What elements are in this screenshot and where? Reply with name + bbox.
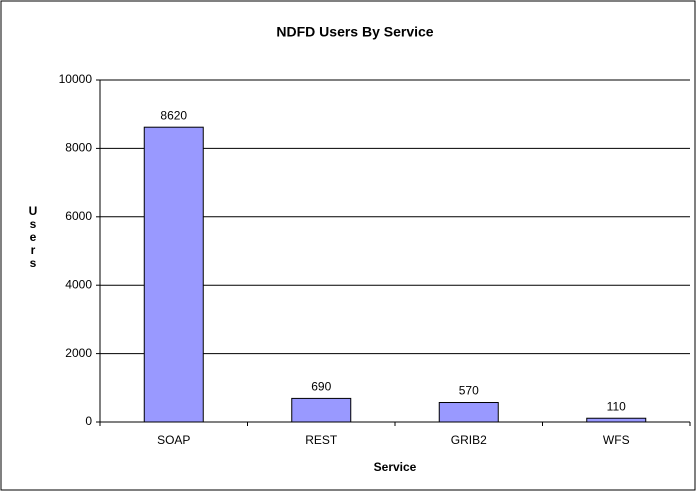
data-label: 690	[311, 380, 331, 394]
x-axis-title: Service	[374, 460, 417, 474]
bar	[143, 126, 204, 423]
y-tick-label: 2000	[65, 346, 92, 360]
x-tick-label: SOAP	[157, 433, 190, 447]
y-tick-label: 0	[85, 414, 92, 428]
y-tick-label: 6000	[65, 209, 92, 223]
y-tick-label: 10000	[59, 72, 93, 86]
chart-title: NDFD Users By Service	[276, 24, 433, 40]
bar	[438, 402, 499, 423]
x-tick-label: WFS	[603, 433, 630, 447]
bar	[291, 397, 352, 423]
y-tick-label: 4000	[65, 277, 92, 291]
data-label: 110	[607, 399, 626, 413]
data-label: 570	[459, 384, 479, 398]
x-tick-label: REST	[305, 433, 338, 447]
data-label: 8620	[160, 108, 187, 122]
y-tick-label: 8000	[65, 141, 92, 155]
x-tick-label: GRIB2	[451, 433, 487, 447]
bar	[586, 417, 647, 423]
y-axis-title: Users	[26, 204, 40, 269]
